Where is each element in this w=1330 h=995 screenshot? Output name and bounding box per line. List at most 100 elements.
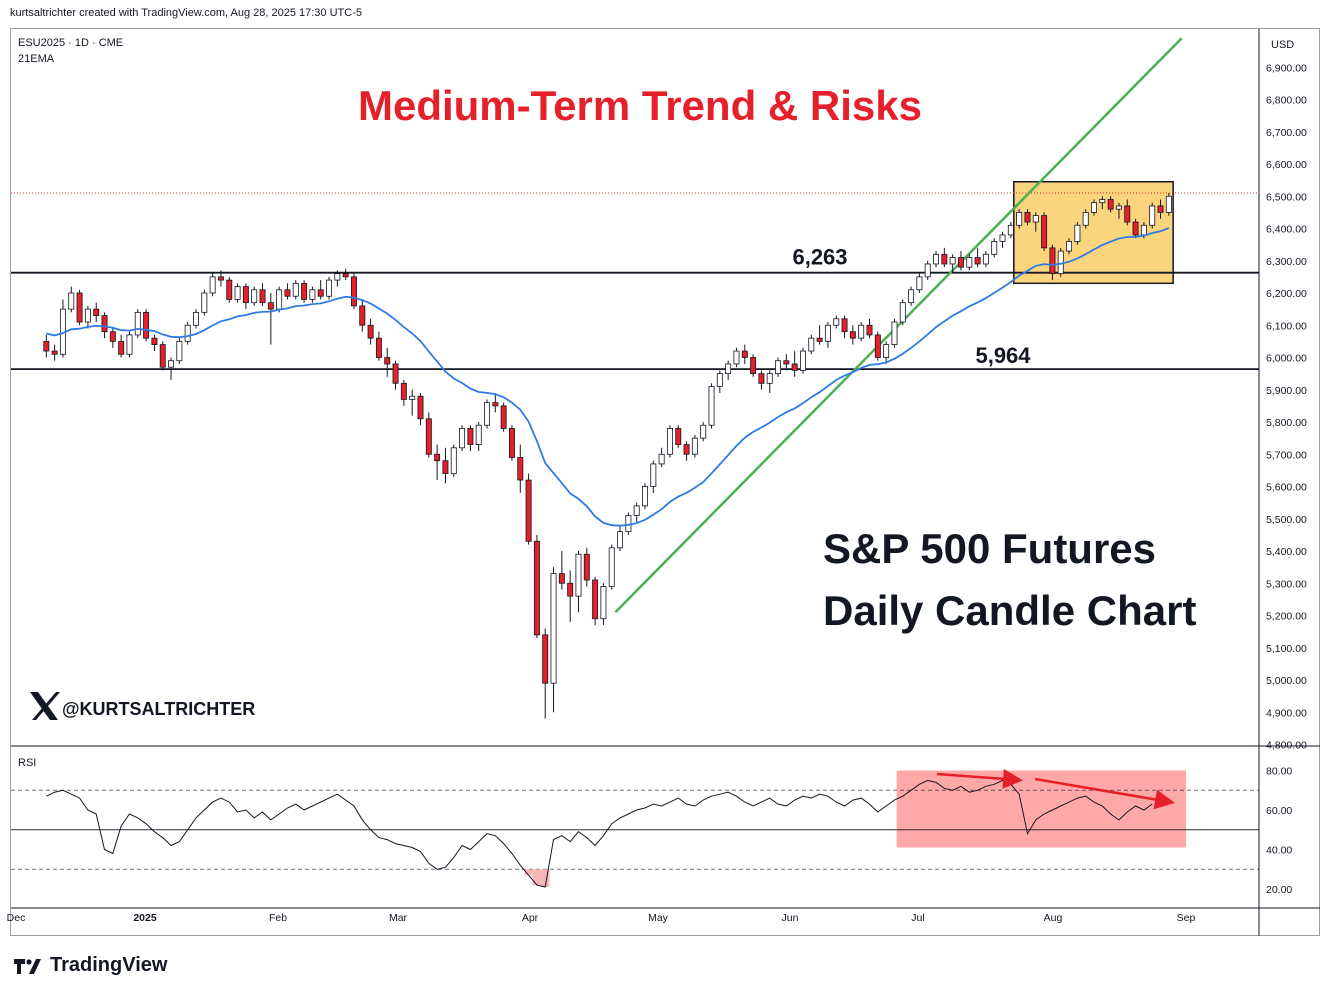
candle-body [666, 428, 673, 455]
price-tick: 5,500.00 [1266, 514, 1307, 526]
candle [400, 380, 407, 406]
candle [292, 280, 299, 300]
candle-body [309, 289, 316, 300]
candle [93, 302, 100, 323]
candle-body [1157, 205, 1164, 213]
candle [259, 283, 266, 306]
candle [675, 425, 682, 448]
price-tick: 4,900.00 [1266, 707, 1307, 719]
candle [392, 360, 399, 390]
tradingview-footer-logo[interactable]: TradingView [12, 954, 167, 977]
candle-body [575, 553, 582, 597]
price-tick: 5,900.00 [1266, 385, 1307, 397]
candle [991, 238, 998, 258]
candle-body [866, 324, 873, 336]
candle-body [118, 340, 125, 355]
date-tick: Dec [7, 912, 26, 924]
candle-body [1041, 215, 1048, 249]
candle [143, 309, 150, 342]
candle-body [450, 447, 457, 474]
candle [824, 322, 831, 348]
candle [708, 383, 715, 429]
candle-body [68, 292, 75, 310]
social-handle: @KURTSALTRICHTER [62, 699, 255, 719]
x-logo-stroke-2 [32, 692, 60, 720]
rsi-line [46, 779, 1153, 888]
candle-body [484, 402, 490, 426]
candle-body [434, 453, 441, 462]
candle-body [1132, 221, 1139, 236]
candle [766, 370, 773, 393]
candle [949, 254, 956, 274]
candle [159, 341, 166, 371]
candle [434, 444, 441, 481]
candle-body [650, 463, 657, 487]
candle-body [242, 286, 249, 304]
candle [1016, 209, 1023, 229]
candle-body [159, 344, 166, 368]
rsi-pane-label: RSI [18, 757, 36, 769]
price-tick: 5,400.00 [1266, 546, 1307, 558]
candle [899, 299, 906, 326]
candle-body [633, 505, 640, 516]
date-tick: 2025 [133, 912, 157, 924]
candle-body [1107, 199, 1114, 210]
candle-body [1091, 202, 1097, 213]
candle-body [400, 382, 407, 400]
candle-body [675, 428, 682, 445]
rsi-tick: 60.00 [1266, 805, 1292, 817]
candle [301, 280, 308, 303]
candle-body [76, 292, 83, 323]
candle-body [1007, 224, 1014, 236]
candle-body [1165, 195, 1172, 213]
candle-body [475, 424, 482, 445]
candle-body [43, 340, 50, 352]
rsi-oversold-fill [524, 869, 533, 876]
candle [317, 280, 324, 300]
candle-body [84, 308, 91, 323]
candle [1099, 196, 1106, 210]
candle [791, 351, 798, 377]
candle [1115, 202, 1122, 219]
candle [384, 347, 391, 377]
candle-body [459, 428, 466, 449]
candle [633, 502, 640, 522]
candle-body [691, 437, 698, 455]
candle [284, 283, 291, 300]
candle [758, 370, 765, 390]
rsi-tick: 40.00 [1266, 845, 1292, 857]
price-tick: 6,300.00 [1266, 256, 1307, 268]
candle [691, 434, 698, 458]
candle-body [592, 579, 599, 620]
candle-body [226, 279, 233, 300]
chart-title: Medium-Term Trend & Risks [358, 82, 922, 129]
candle [217, 270, 224, 287]
candle-body [1066, 240, 1073, 252]
candle-body [658, 453, 665, 465]
ema-21-line [46, 227, 1170, 527]
candles-group [43, 193, 1172, 719]
consolidation-box [1013, 180, 1174, 285]
candle-body [999, 234, 1006, 242]
candle-body [1082, 211, 1089, 226]
price-tick: 6,400.00 [1266, 224, 1307, 236]
candle-body [93, 308, 100, 316]
candle-body [783, 360, 790, 365]
candle [492, 392, 499, 413]
level-label-5964: 5,964 [975, 343, 1031, 368]
candle-body [708, 386, 715, 426]
candle-body [957, 257, 964, 268]
candle-body [982, 253, 989, 265]
candle-body [1032, 215, 1039, 223]
candle-body [1016, 211, 1023, 226]
candle [891, 318, 898, 348]
price-tick: 6,600.00 [1266, 159, 1307, 171]
rsi-oversold-fill [541, 869, 550, 888]
candle-body [683, 444, 690, 455]
price-tick: 5,100.00 [1266, 643, 1307, 655]
candle-body [168, 360, 175, 368]
candle-body [974, 257, 981, 265]
candle [1165, 193, 1172, 216]
candle-body [301, 282, 308, 300]
candle [725, 360, 732, 381]
